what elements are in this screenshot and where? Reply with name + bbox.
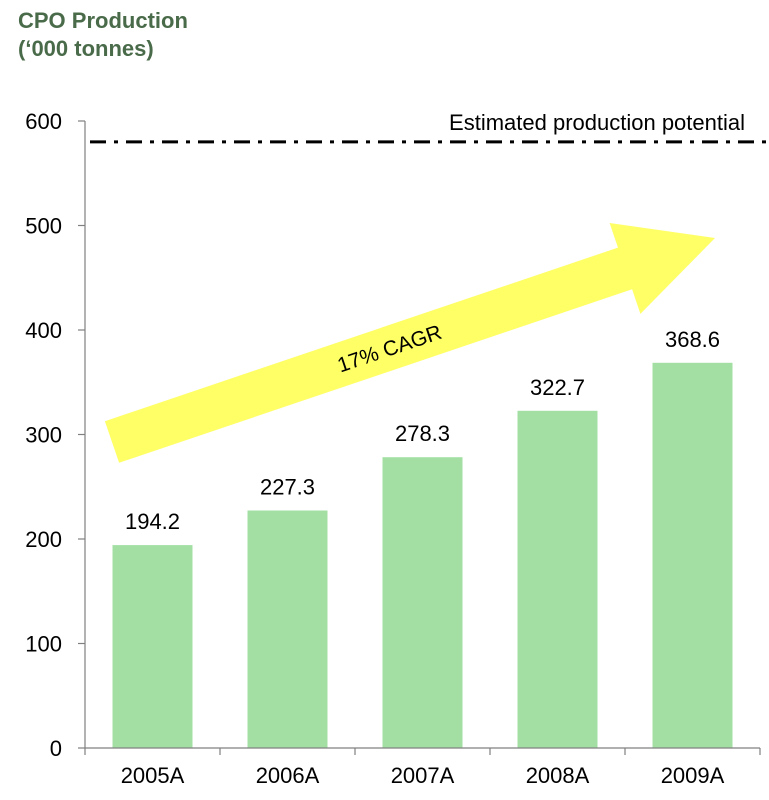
data-label-2005A: 194.2 [125,509,180,534]
x-tick-label-2005A: 2005A [121,763,185,788]
data-label-2006A: 227.3 [260,475,315,500]
data-label-2007A: 278.3 [395,421,450,446]
bar-2005A [112,545,193,748]
bar-2009A [652,362,733,748]
y-tick-label-100: 100 [25,632,62,657]
y-tick-label-400: 400 [25,318,62,343]
chart-title-line-2: (‘000 tonnes) [18,36,154,61]
y-tick-label-0: 0 [50,736,62,761]
y-tick-label-600: 600 [25,109,62,134]
reference-line-label: Estimated production potential [449,110,745,135]
labels-group: 194.2 2005A 227.3 2006A 278.3 2007A 322.7 2008A… [121,327,725,788]
x-tick-label-2006A: 2006A [256,763,320,788]
bar-2007A [382,457,463,748]
bar-2006A [247,510,328,748]
bars-group [112,362,733,748]
axes-group: 0 100 200 300 400 500 600 [25,109,761,761]
y-tick-label-300: 300 [25,423,62,448]
chart-title-line-1: CPO Production [18,8,188,33]
data-label-2009A: 368.6 [665,327,720,352]
bar-2008A [517,410,598,748]
y-tick-label-500: 500 [25,214,62,239]
reference-line-group: Estimated production potential [90,110,766,144]
data-label-2008A: 322.7 [530,375,585,400]
x-tick-label-2008A: 2008A [526,763,590,788]
y-tick-label-200: 200 [25,527,62,552]
cagr-arrow [104,223,715,463]
x-tick-label-2009A: 2009A [661,763,725,788]
x-tick-label-2007A: 2007A [391,763,455,788]
